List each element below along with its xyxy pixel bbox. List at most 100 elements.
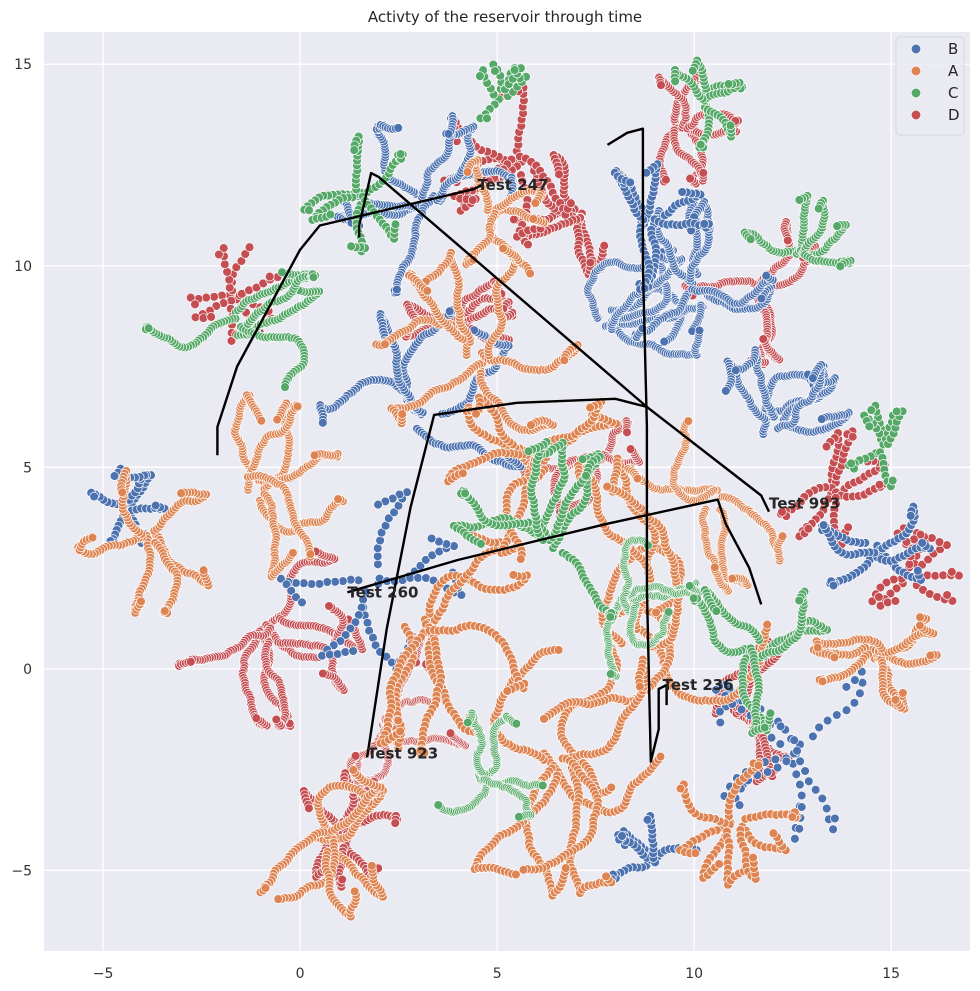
point-B [340, 647, 351, 657]
point-D [656, 80, 666, 90]
point-D [904, 559, 915, 570]
point-D [186, 657, 196, 667]
point-B [816, 414, 827, 424]
point-D [947, 567, 957, 577]
point-B [721, 386, 731, 396]
point-D [938, 570, 948, 581]
point-B [849, 698, 860, 708]
point-B [808, 731, 818, 742]
point-B [905, 511, 916, 521]
point-A [525, 268, 535, 279]
point-B [625, 177, 635, 188]
point-D [390, 818, 400, 828]
point-A [292, 401, 303, 412]
point-B [89, 491, 99, 502]
point-B [814, 722, 824, 733]
point-A [160, 606, 170, 616]
point-A [256, 416, 267, 426]
point-D [821, 441, 832, 452]
point-D [942, 590, 952, 600]
point-D [685, 173, 695, 184]
point-D [698, 168, 709, 178]
point-A [117, 487, 127, 498]
point-B [830, 813, 840, 824]
point-B [804, 776, 814, 787]
point-B [770, 754, 781, 765]
point-D [337, 874, 347, 885]
point-B [796, 790, 807, 801]
point-B [314, 579, 325, 589]
point-D [758, 334, 769, 344]
point-D [843, 522, 853, 533]
point-B [794, 824, 805, 834]
point-B [832, 710, 842, 720]
point-B [841, 682, 852, 692]
point-D [224, 274, 234, 285]
point-D [198, 313, 209, 323]
point-D [209, 292, 219, 302]
point-B [694, 325, 705, 336]
point-B [617, 831, 627, 841]
point-B [322, 577, 332, 587]
point-B [306, 579, 317, 589]
point-D [554, 169, 564, 180]
point-B [715, 717, 726, 728]
point-B [299, 578, 309, 588]
point-D [847, 431, 858, 442]
point-A [305, 549, 316, 559]
point-B [642, 815, 653, 825]
point-A [559, 355, 570, 365]
point-A [288, 548, 298, 558]
point-B [913, 566, 923, 576]
point-B [795, 756, 805, 767]
point-B [372, 551, 383, 562]
point-B [715, 706, 725, 717]
point-B [810, 785, 821, 795]
point-B [791, 769, 802, 780]
point-A [198, 565, 209, 575]
point-A [176, 488, 186, 498]
point-D [251, 713, 262, 723]
point-D [874, 592, 884, 602]
point-D [304, 803, 314, 814]
point-D [882, 597, 893, 608]
point-B [790, 834, 800, 844]
point-B [736, 704, 747, 715]
point-D [244, 242, 255, 252]
point-B [325, 649, 335, 660]
chart-title: Activty of the reservoir through time [368, 8, 642, 26]
point-B [734, 800, 745, 810]
point-B [426, 533, 437, 544]
point-A [526, 420, 536, 430]
point-B [761, 270, 771, 281]
point-B [699, 219, 710, 229]
point-D [890, 596, 901, 606]
point-D [350, 751, 361, 761]
point-B [828, 580, 839, 591]
point-B [373, 499, 383, 510]
point-B [841, 705, 852, 715]
point-A [333, 494, 343, 504]
point-D [622, 427, 632, 438]
point-A [309, 450, 320, 461]
point-D [661, 174, 671, 185]
point-B [817, 793, 828, 804]
point-B [917, 538, 927, 548]
point-B [822, 715, 833, 726]
point-D [445, 728, 456, 738]
point-B [317, 650, 327, 661]
point-D [318, 668, 328, 679]
point-D [264, 271, 275, 282]
point-B [818, 520, 829, 530]
point-B [393, 123, 403, 133]
point-D [467, 195, 478, 205]
point-B [792, 745, 802, 756]
point-D [874, 480, 885, 490]
point-B [800, 766, 810, 776]
point-B [392, 284, 402, 295]
point-D [201, 292, 211, 303]
point-B [781, 756, 792, 767]
point-B [731, 365, 741, 375]
point-B [808, 373, 818, 383]
